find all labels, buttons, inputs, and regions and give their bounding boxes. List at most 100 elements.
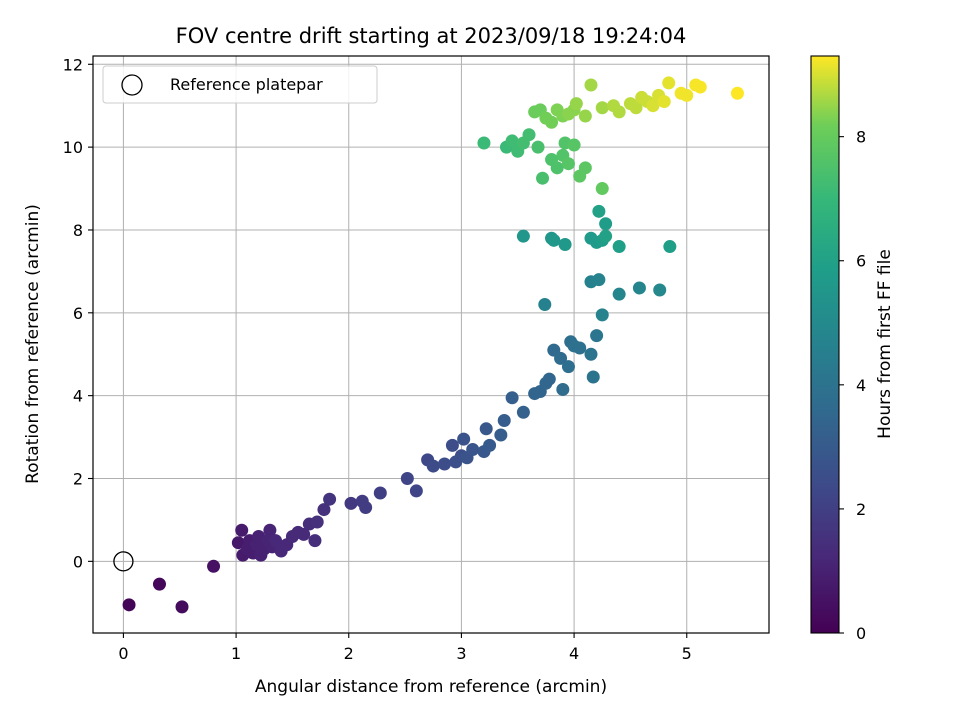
data-point: [505, 134, 519, 148]
data-point: [359, 500, 373, 514]
data-point: [297, 527, 311, 541]
x-tick-label: 3: [456, 644, 466, 663]
data-point: [612, 287, 626, 301]
y-tick-label: 12: [63, 55, 83, 74]
data-point: [505, 391, 519, 405]
data-point: [554, 351, 568, 365]
colorbar-tick-label: 6: [856, 252, 866, 271]
data-point: [522, 128, 536, 142]
data-point: [152, 577, 166, 591]
x-tick-label: 4: [569, 644, 579, 663]
plot-frame: [92, 55, 770, 634]
data-point: [595, 182, 609, 196]
data-point: [586, 370, 600, 384]
data-point: [235, 523, 249, 537]
data-point: [693, 80, 707, 94]
data-point: [573, 341, 587, 355]
data-point: [466, 443, 480, 457]
data-point: [599, 217, 613, 231]
legend-marker-icon: [121, 74, 143, 96]
y-tick-label: 0: [73, 552, 83, 571]
colorbar-tick-label: 0: [856, 624, 866, 643]
y-tick-label: 8: [73, 221, 83, 240]
data-point: [592, 204, 606, 218]
data-point: [561, 360, 575, 374]
legend-box: [102, 65, 378, 104]
data-point: [567, 138, 581, 152]
data-point: [308, 534, 322, 548]
data-point: [494, 428, 508, 442]
data-point: [497, 414, 511, 428]
colorbar: 0 2 4 6 8 Hours from first FF file: [810, 55, 895, 643]
data-point: [612, 240, 626, 254]
data-point: [317, 503, 331, 517]
data-point: [584, 347, 598, 361]
data-point: [561, 157, 575, 171]
data-point: [578, 109, 592, 123]
data-point: [445, 438, 459, 452]
data-point: [438, 457, 452, 471]
data-point: [538, 298, 552, 312]
legend-label: Reference platepar: [170, 75, 323, 94]
data-point: [663, 240, 677, 254]
colorbar-tick-label: 8: [856, 128, 866, 147]
data-point: [680, 88, 694, 102]
colorbar-gradient: [811, 56, 839, 633]
data-point: [175, 600, 189, 614]
data-point: [400, 471, 414, 485]
data-point: [516, 405, 530, 419]
x-tick-label: 1: [231, 644, 241, 663]
grid-lines: [93, 56, 769, 633]
data-point: [556, 382, 570, 396]
data-point: [662, 76, 676, 90]
data-point: [653, 283, 667, 297]
data-point: [323, 492, 337, 506]
data-point: [536, 171, 550, 185]
data-point: [595, 308, 609, 322]
data-point: [547, 233, 561, 247]
y-tick-label: 6: [73, 304, 83, 323]
data-points: [122, 76, 744, 614]
data-point: [457, 432, 471, 446]
y-tick-label: 10: [63, 138, 83, 157]
x-tick-label: 5: [682, 644, 692, 663]
x-tick-label: 2: [344, 644, 354, 663]
data-point: [373, 486, 387, 500]
data-point: [569, 97, 583, 111]
x-axis-label: Angular distance from reference (arcmin): [255, 677, 607, 697]
data-point: [657, 95, 671, 109]
data-point: [592, 273, 606, 287]
data-point: [344, 496, 358, 510]
data-point: [516, 229, 530, 243]
data-point: [207, 559, 221, 573]
data-point: [263, 523, 277, 537]
colorbar-tick-label: 2: [856, 500, 866, 519]
data-point: [730, 86, 744, 100]
data-point: [599, 229, 613, 243]
data-point: [545, 115, 559, 129]
data-point: [479, 422, 493, 436]
colorbar-frame: [810, 55, 840, 634]
data-point: [550, 161, 564, 175]
data-point: [531, 140, 545, 154]
data-point: [409, 484, 423, 498]
colorbar-ticks: 0 2 4 6 8: [839, 128, 866, 643]
data-point: [595, 101, 609, 115]
data-point: [558, 237, 572, 251]
chart-title: FOV centre drift starting at 2023/09/18 …: [176, 24, 687, 48]
data-point: [426, 459, 440, 473]
data-point: [646, 99, 660, 113]
data-point: [122, 598, 136, 612]
legend: Reference platepar: [102, 65, 378, 104]
data-point: [578, 161, 592, 175]
colorbar-label: Hours from first FF file: [875, 249, 895, 439]
data-point: [629, 101, 643, 115]
x-tick-label: 0: [118, 644, 128, 663]
y-tick-label: 2: [73, 469, 83, 488]
reference-platepar-marker: [113, 551, 134, 572]
data-point: [590, 329, 604, 343]
y-tick-label: 4: [73, 387, 83, 406]
